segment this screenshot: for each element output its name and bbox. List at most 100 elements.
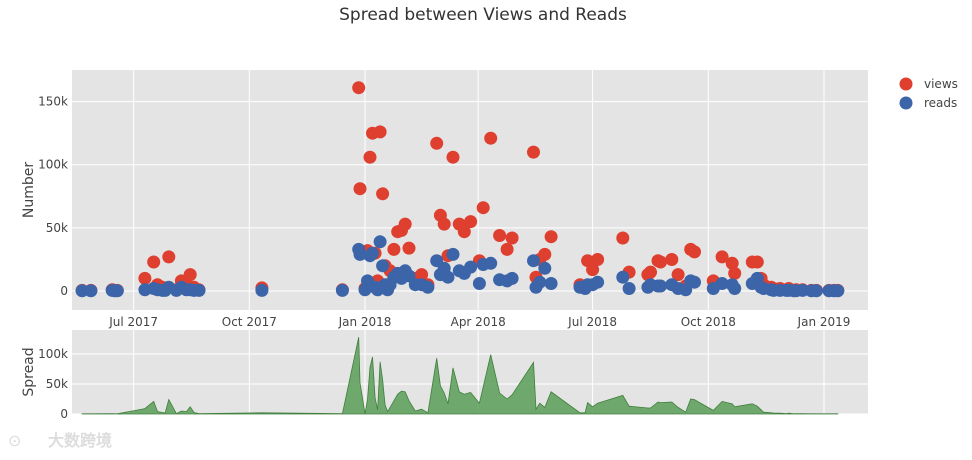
bottom-y-ticks: 0 50k 100k	[38, 347, 68, 421]
reads-point	[688, 275, 701, 289]
views-point	[387, 242, 401, 256]
views-point	[538, 247, 552, 261]
reads-point	[544, 277, 558, 290]
top-y-tick-label: 100k	[38, 158, 68, 172]
views-point	[665, 253, 679, 266]
top-y-tick-label: 150k	[38, 95, 68, 109]
reads-point	[654, 279, 667, 293]
views-point	[500, 242, 514, 256]
views-point	[591, 253, 605, 266]
reads-point	[464, 260, 478, 274]
views-point	[457, 225, 471, 239]
views-point	[750, 255, 764, 269]
legend-marker-reads	[899, 96, 913, 110]
reads-point	[192, 283, 206, 297]
views-point	[688, 245, 701, 259]
reads-point	[505, 271, 519, 285]
watermark-text: 大数跨境	[48, 431, 112, 450]
top-x-tick-label: Apr 2018	[451, 315, 506, 329]
views-point	[654, 255, 667, 269]
watermark-logo-icon: ⊙	[8, 431, 21, 450]
reads-point	[809, 284, 823, 298]
views-point	[147, 255, 161, 269]
spread-area	[81, 337, 839, 415]
views-point	[353, 182, 367, 196]
views-point	[505, 231, 519, 245]
reads-point	[484, 256, 498, 270]
reads-point	[84, 284, 98, 298]
views-point	[162, 250, 176, 264]
chart-title: Spread between Views and Reads	[339, 5, 627, 25]
reads-point	[472, 277, 486, 290]
reads-point	[376, 259, 390, 273]
bottom-y-axis-title: Spread	[21, 347, 37, 396]
reads-point	[446, 247, 460, 261]
legend-marker-views	[899, 77, 913, 91]
bottom-y-tick-label: 100k	[38, 347, 68, 361]
top-x-tick-label: Oct 2017	[222, 315, 277, 329]
reads-point	[831, 284, 845, 298]
top-x-tick-label: Jul 2017	[108, 315, 158, 329]
views-point	[728, 266, 742, 280]
reads-point	[728, 282, 742, 295]
views-point	[437, 217, 451, 231]
views-point	[476, 201, 490, 215]
reads-point	[533, 275, 547, 289]
top-y-tick-label: 50k	[46, 221, 68, 235]
reads-point	[335, 283, 349, 297]
reads-point	[421, 280, 435, 294]
reads-point	[715, 277, 729, 290]
views-point	[415, 268, 429, 282]
reads-point	[366, 246, 379, 260]
views-point	[402, 241, 416, 255]
views-point	[464, 215, 478, 229]
views-point	[398, 217, 412, 231]
views-point	[715, 250, 729, 264]
top-x-ticks: Jul 2017 Oct 2017 Jan 2018 Apr 2018 Jul 2018…	[108, 315, 850, 329]
watermark: ⊙ 大数跨境	[8, 431, 112, 450]
reads-point	[527, 254, 540, 268]
reads-point	[441, 270, 455, 284]
legend[interactable]: views reads	[899, 77, 958, 110]
legend-item-views[interactable]: views	[899, 77, 958, 91]
views-point	[373, 125, 387, 139]
reads-point	[616, 270, 630, 284]
reads-point	[538, 261, 552, 275]
views-point	[493, 229, 507, 242]
top-x-tick-label: Jan 2018	[338, 315, 392, 329]
views-point	[544, 230, 558, 244]
bottom-y-tick-label: 50k	[46, 377, 68, 391]
views-point	[586, 263, 600, 277]
reads-point	[255, 283, 269, 297]
views-point	[363, 150, 377, 164]
views-point	[725, 256, 739, 270]
views-point	[671, 268, 685, 282]
top-y-axis-title: Number	[21, 162, 37, 218]
bottom-y-tick-label: 0	[60, 407, 68, 421]
reads-point	[622, 282, 636, 295]
views-point	[484, 131, 498, 145]
top-y-tick-label: 0	[60, 284, 68, 298]
top-plot-area: 0 50k 100k 150k Jul 2017 Oct 2017 Jan 2018 Apr…	[21, 70, 868, 329]
reads-point	[110, 284, 124, 298]
legend-item-reads[interactable]: reads	[899, 96, 958, 110]
legend-label-views: views	[924, 77, 958, 91]
views-point	[430, 136, 444, 150]
views-point	[376, 187, 390, 201]
views-point	[616, 231, 630, 245]
reads-point	[373, 235, 387, 249]
views-point	[138, 271, 152, 285]
top-x-tick-label: Oct 2018	[681, 315, 736, 329]
top-x-tick-label: Jan 2019	[797, 315, 851, 329]
views-point	[352, 81, 366, 95]
views-point	[644, 265, 657, 279]
legend-label-reads: reads	[924, 96, 957, 110]
top-y-ticks: 0 50k 100k 150k	[38, 95, 68, 298]
views-point	[527, 145, 540, 159]
reads-point	[591, 275, 605, 289]
views-point	[446, 150, 460, 164]
spread-area-layer	[81, 337, 839, 415]
views-point	[183, 268, 197, 282]
reads-point	[353, 247, 367, 261]
